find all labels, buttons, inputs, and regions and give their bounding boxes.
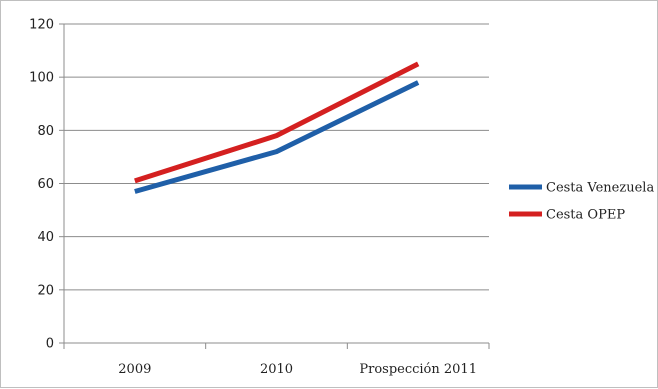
x-category-label: 2010 xyxy=(260,362,293,377)
x-category-labels: 2009 2010 Prospección 2011 xyxy=(118,362,477,377)
x-category-label: Prospección 2011 xyxy=(359,362,477,377)
grid-lines xyxy=(64,23,489,291)
y-tick-label: 120 xyxy=(29,18,54,33)
series-line-cesta-venezuela xyxy=(134,80,420,194)
y-tick-label: 40 xyxy=(37,230,54,245)
legend: Cesta Venezuela Cesta OPEP xyxy=(509,181,654,223)
y-tick-label: 0 xyxy=(46,337,54,352)
y-tick-label: 60 xyxy=(37,177,54,192)
y-tick-labels: 0 20 40 60 80 100 120 xyxy=(29,18,54,352)
y-tick-label: 100 xyxy=(29,71,54,86)
y-tick-label: 80 xyxy=(37,124,54,139)
axes xyxy=(59,23,490,349)
y-tick-label: 20 xyxy=(37,283,54,298)
series-line-cesta-opep xyxy=(134,61,420,184)
x-category-label: 2009 xyxy=(118,362,151,377)
legend-label: Cesta Venezuela xyxy=(546,181,654,196)
legend-label: Cesta OPEP xyxy=(546,208,625,223)
series-lines xyxy=(134,61,420,194)
